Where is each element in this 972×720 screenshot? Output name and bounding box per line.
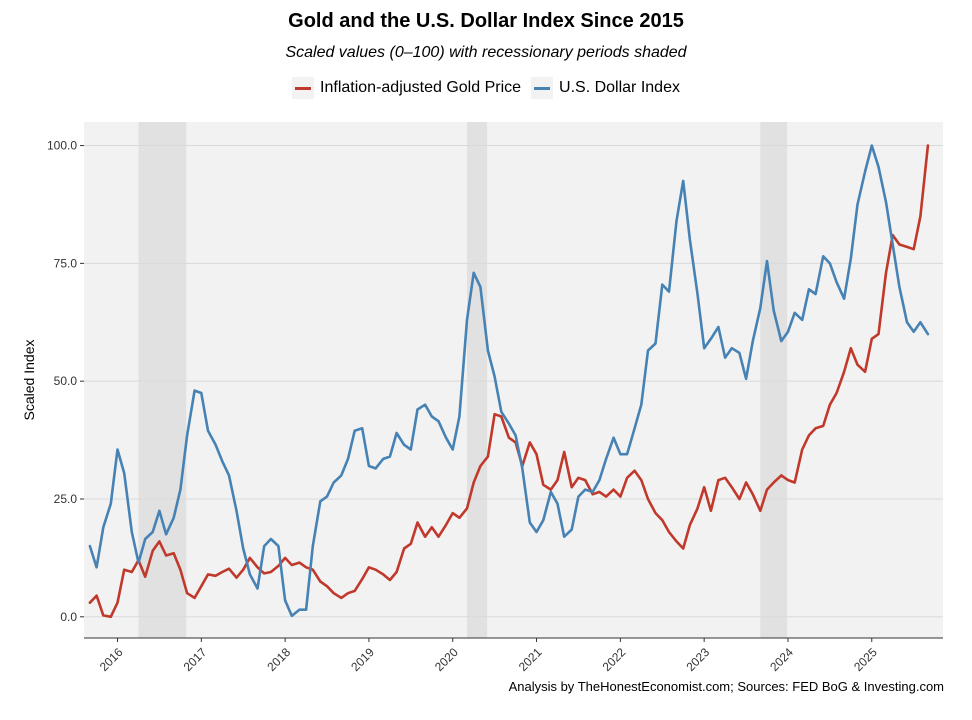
- legend-label-dollar: U.S. Dollar Index: [559, 79, 680, 96]
- gold-price-line: [88, 144, 930, 619]
- recession-band-1: [138, 122, 187, 638]
- x-tick-label: 2021: [516, 645, 545, 674]
- legend: Inflation-adjusted Gold Price U.S. Dolla…: [0, 77, 972, 99]
- x-tick-label: 2020: [432, 645, 461, 674]
- x-tick-label: 2018: [264, 645, 293, 674]
- legend-key-gold: [292, 77, 315, 99]
- legend-key-dollar: [531, 77, 554, 99]
- x-tick-label: 2023: [683, 645, 712, 674]
- x-tick-label: 2025: [851, 645, 880, 674]
- x-tick-label: 2019: [348, 645, 377, 674]
- x-tick-label: 2017: [181, 645, 210, 674]
- y-tick-label: 100.0: [47, 139, 77, 153]
- y-tick-label: 50.0: [54, 374, 78, 388]
- plot-panel: [84, 122, 943, 638]
- y-axis-title: Scaled Index: [21, 340, 37, 421]
- y-tick-label: 0.0: [60, 610, 77, 624]
- chart-caption: Analysis by TheHonestEconomist.com; Sour…: [508, 679, 944, 694]
- recession-band-2: [466, 122, 488, 638]
- y-tick-label: 75.0: [54, 256, 78, 270]
- legend-item-gold: Inflation-adjusted Gold Price: [292, 77, 521, 99]
- x-tick-label: 2024: [767, 645, 796, 674]
- chart-subtitle: Scaled values (0–100) with recessionary …: [285, 44, 687, 61]
- legend-label-gold: Inflation-adjusted Gold Price: [320, 79, 522, 96]
- legend-item-dollar: U.S. Dollar Index: [531, 77, 680, 99]
- x-tick-label: 2022: [600, 645, 629, 674]
- x-tick-label: 2016: [97, 645, 126, 674]
- recession-band-3: [760, 122, 788, 638]
- dollar-index-line: [88, 144, 930, 618]
- y-tick-label: 25.0: [54, 492, 78, 506]
- chart-title: Gold and the U.S. Dollar Index Since 201…: [288, 10, 684, 32]
